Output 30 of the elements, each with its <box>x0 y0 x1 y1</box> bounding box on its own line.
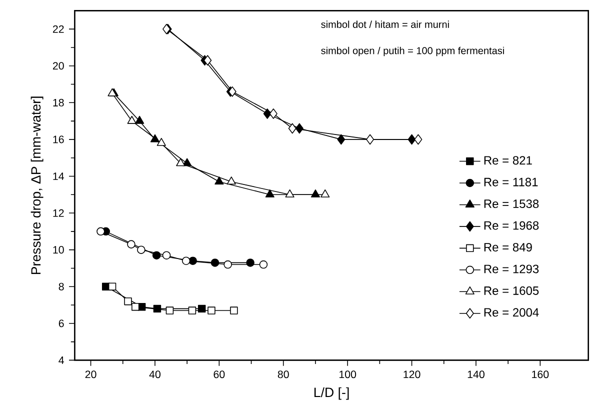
y-axis-title: Pressure drop, ΔP [mm-water] <box>30 96 44 274</box>
x-tick-label: 140 <box>468 370 484 378</box>
legend-label: Re = 1181 <box>484 178 538 187</box>
y-tick-label: 18 <box>53 99 64 107</box>
x-tick-label: 160 <box>532 370 549 378</box>
legend-label: Re = 1968 <box>484 221 539 230</box>
legend-label: Re = 849 <box>484 243 532 252</box>
y-tick-label: 22 <box>52 26 64 34</box>
y-tick-label: 20 <box>52 62 64 70</box>
y-tick-label: 8 <box>58 283 64 291</box>
annotation: simbol dot / hitam = air murni <box>321 20 449 28</box>
y-tick-label: 12 <box>53 210 64 217</box>
x-tick-label: 20 <box>85 370 96 378</box>
annotation: simbol open / putih = 100 ppm fermentasi <box>321 47 504 56</box>
y-tick-label: 10 <box>53 246 64 254</box>
y-tick-label: 16 <box>53 136 64 144</box>
x-tick-label: 120 <box>404 370 420 378</box>
legend-label: Re = 1293 <box>484 264 539 274</box>
y-tick-label: 14 <box>53 172 64 180</box>
legend-label: Re = 1538 <box>484 200 539 208</box>
x-tick-label: 80 <box>278 370 289 378</box>
x-tick-label: 40 <box>149 370 160 378</box>
y-tick-label: 4 <box>58 356 64 364</box>
x-axis-title: L/D [-] <box>314 388 349 400</box>
legend-label: Re = 2004 <box>484 308 539 317</box>
x-tick-label: 100 <box>339 370 356 378</box>
legend-label: Re = 821 <box>484 156 532 165</box>
y-tick-label: 6 <box>58 320 64 328</box>
legend-label: Re = 1605 <box>484 286 539 296</box>
x-tick-label: 60 <box>214 370 225 378</box>
